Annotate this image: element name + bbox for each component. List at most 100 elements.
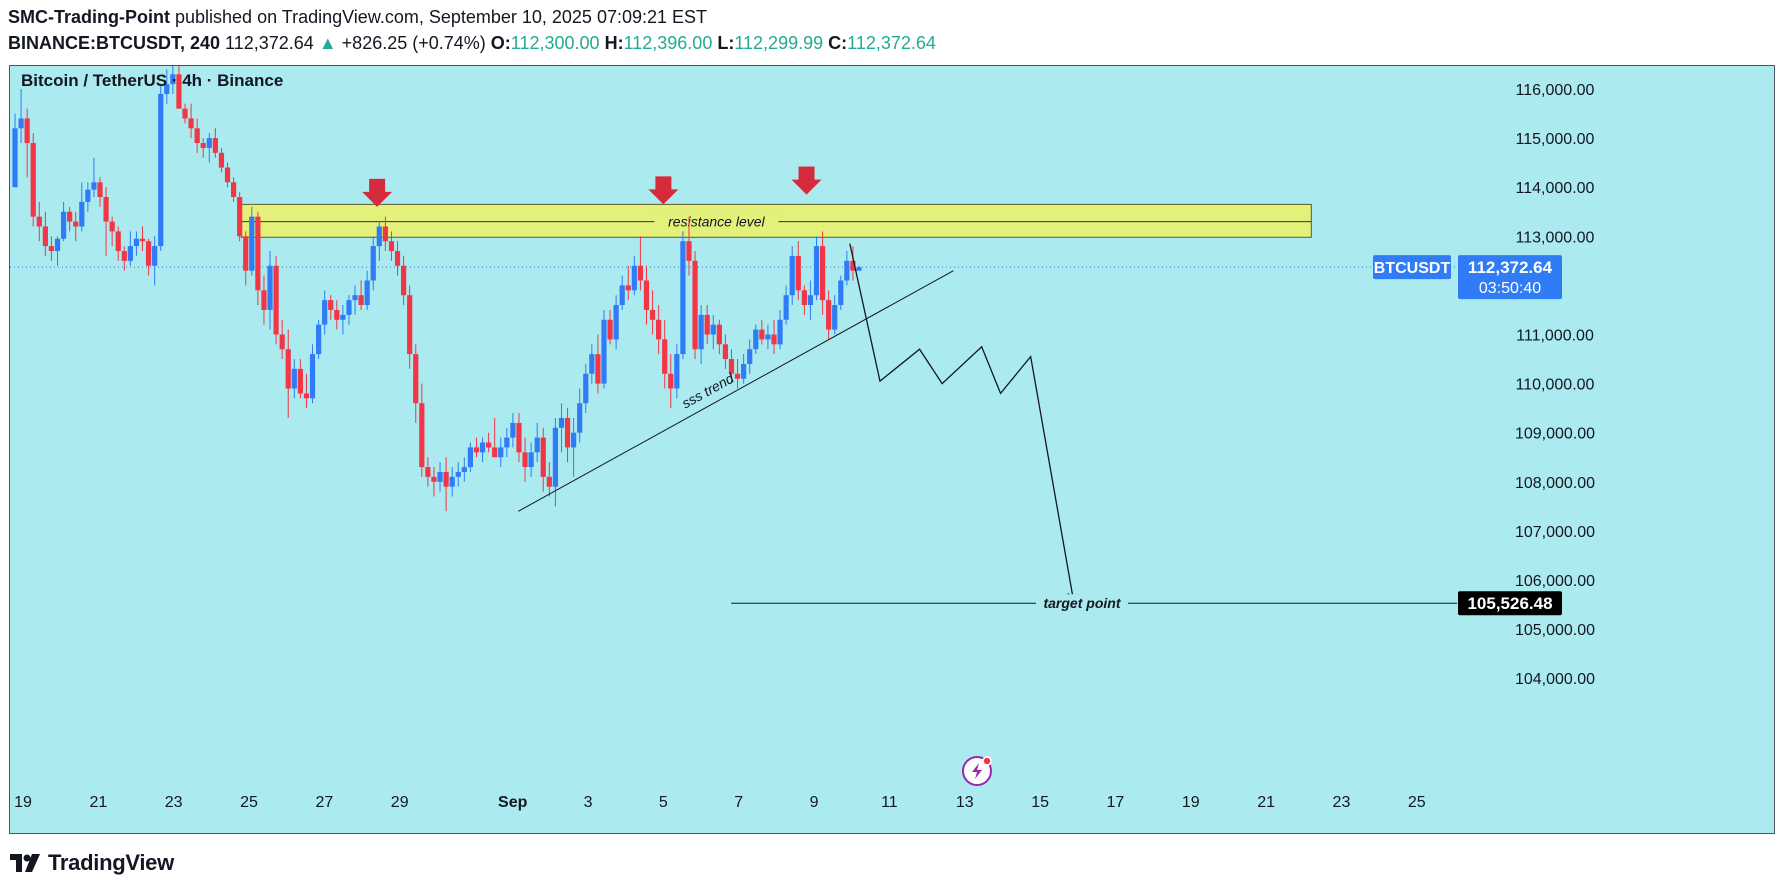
- candle-body: [24, 118, 30, 144]
- candle: [571, 417, 577, 477]
- candle-body: [79, 201, 85, 227]
- candle: [382, 216, 388, 252]
- candle: [777, 309, 783, 350]
- x-tick-label: 29: [391, 794, 409, 811]
- high-value: 112,396.00: [623, 33, 713, 53]
- candle: [79, 182, 85, 232]
- candle: [334, 300, 340, 330]
- candle: [407, 285, 413, 369]
- y-tick-label: 113,000.00: [1516, 229, 1595, 246]
- candle-body: [85, 189, 91, 202]
- candle-body: [431, 476, 437, 482]
- candle: [813, 236, 820, 301]
- candle: [844, 251, 850, 286]
- x-tick-label: 7: [734, 794, 743, 811]
- price-chart[interactable]: resistance level sss trend target point 1…: [10, 66, 1774, 833]
- candle-body: [722, 344, 729, 360]
- chart-frame[interactable]: resistance level sss trend target point 1…: [9, 65, 1775, 834]
- candle-body: [303, 393, 310, 399]
- x-tick-label: 15: [1031, 794, 1049, 811]
- candle: [273, 255, 279, 345]
- tradingview-brand: TradingView: [48, 850, 174, 875]
- candle: [607, 309, 613, 345]
- y-tick-label: 110,000.00: [1516, 377, 1595, 394]
- candle-body: [571, 432, 577, 448]
- candle: [443, 457, 449, 512]
- candle-body: [73, 221, 79, 227]
- candle-body: [67, 211, 73, 222]
- candle: [795, 241, 801, 301]
- candle-body: [522, 452, 528, 468]
- candle: [498, 437, 504, 468]
- y-tick-label: 115,000.00: [1516, 131, 1595, 148]
- candle: [340, 305, 346, 335]
- candle-body: [504, 437, 510, 448]
- candle-body: [91, 182, 97, 190]
- candle: [139, 226, 146, 252]
- target-label-bg: [1035, 594, 1128, 613]
- candle-body: [328, 300, 334, 310]
- x-tick-label: 17: [1107, 794, 1125, 811]
- candle: [54, 236, 61, 266]
- candle-body: [413, 354, 419, 404]
- sss-trendline: [518, 270, 954, 512]
- candle: [158, 84, 164, 252]
- current-price-badge: [1458, 255, 1562, 300]
- last-price: 112,372.64: [225, 33, 314, 53]
- candle-body: [200, 143, 206, 148]
- candle: [783, 285, 789, 325]
- candle-body: [285, 349, 291, 389]
- candle-body: [455, 471, 461, 477]
- candle: [461, 457, 467, 482]
- candle: [692, 251, 698, 360]
- candle: [237, 192, 243, 242]
- candle: [637, 236, 644, 291]
- candle-body: [583, 373, 589, 404]
- resistance-arrow-icon: [648, 176, 679, 205]
- close-label: C:: [828, 33, 848, 53]
- author-name[interactable]: SMC-Trading-Point: [8, 7, 170, 27]
- candle: [60, 201, 67, 242]
- target-price-badge: [1458, 591, 1562, 616]
- candle: [279, 319, 285, 360]
- target-price-value: 105,526.48: [1467, 594, 1552, 613]
- candle-body: [771, 334, 777, 345]
- candle-body: [813, 246, 820, 296]
- candle-body: [662, 339, 668, 374]
- x-tick-label: 13: [956, 794, 974, 811]
- candle-body: [224, 167, 231, 183]
- candle: [716, 319, 722, 355]
- candle: [510, 413, 516, 448]
- candle-body: [826, 300, 832, 330]
- candle-body: [479, 442, 486, 453]
- candle: [704, 305, 710, 345]
- candle: [437, 462, 443, 492]
- candle-body: [394, 251, 401, 266]
- candle: [255, 211, 261, 306]
- tradingview-logo[interactable]: TradingView: [10, 850, 174, 876]
- candle-body: [230, 182, 237, 198]
- publish-info: published on TradingView.com, September …: [175, 7, 708, 27]
- candle-body: [637, 265, 644, 281]
- candle: [455, 462, 461, 487]
- candle: [741, 354, 747, 384]
- projection-path: [849, 243, 1075, 604]
- resistance-label: resistance level: [668, 214, 765, 230]
- candle: [182, 103, 188, 124]
- candle: [674, 344, 680, 399]
- candle: [753, 324, 759, 355]
- tradingview-logo-icon: [10, 854, 40, 872]
- target-label: target point: [1043, 595, 1121, 611]
- open-label: O:: [490, 33, 511, 53]
- candle-body: [801, 290, 807, 306]
- candle-body: [564, 417, 571, 448]
- candle-body: [449, 476, 455, 487]
- candle-body: [856, 267, 862, 271]
- candle: [686, 216, 692, 276]
- candle-body: [437, 471, 443, 482]
- candle-body: [145, 241, 152, 266]
- candle-body: [97, 182, 103, 198]
- candle-body: [36, 216, 42, 227]
- candle-body: [649, 309, 656, 320]
- publish-line: SMC-Trading-Point published on TradingVi…: [8, 7, 707, 28]
